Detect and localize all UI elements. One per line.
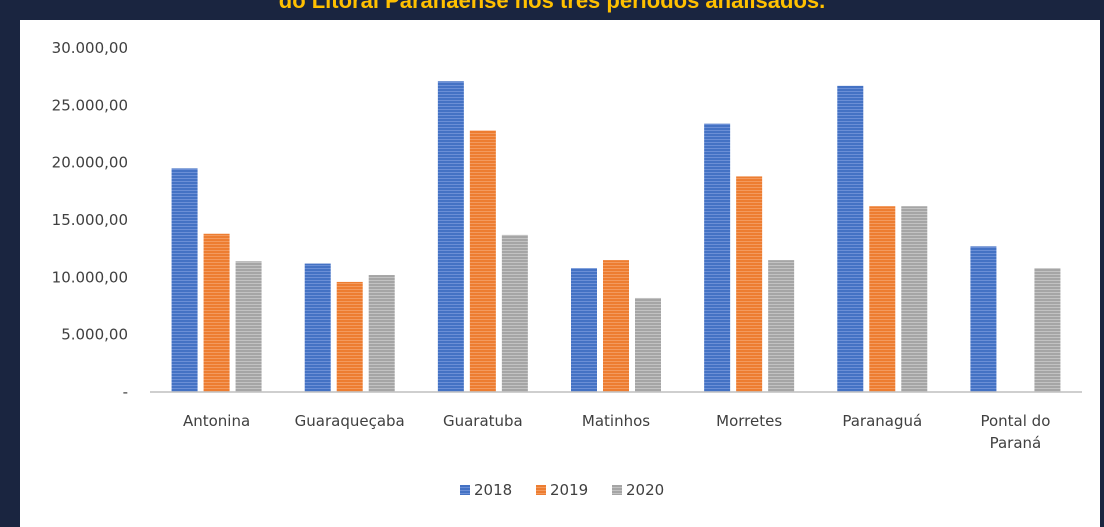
- legend-label: 2018: [474, 481, 512, 499]
- x-category-label: Guaraqueçaba: [295, 412, 405, 430]
- legend-swatch-2018: [460, 485, 470, 495]
- bar-2020-6: [1034, 268, 1061, 392]
- bar-2019-4: [736, 176, 763, 392]
- bars: [171, 81, 1061, 393]
- bar-2019-2: [469, 130, 496, 392]
- legend-swatch-2019: [536, 485, 546, 495]
- bar-chart: - 5.000,00 10.000,00 15.000,00 20.000,00 25.0…: [52, 39, 1082, 499]
- x-category-label: Pontal do Paraná: [980, 412, 1050, 452]
- chart-caption: do Litoral Paranaense nos três períodos …: [278, 0, 826, 13]
- bar-2019-3: [603, 260, 629, 392]
- bar-2020-5: [901, 206, 928, 392]
- bar-2019-1: [336, 281, 363, 392]
- y-tick-label: -: [123, 383, 128, 401]
- x-category-label: Guaratuba: [443, 412, 523, 430]
- bar-2018-6: [970, 246, 997, 392]
- y-tick-label: 5.000,00: [61, 326, 128, 344]
- x-category-label: Paranaguá: [842, 412, 922, 430]
- bar-2019-0: [203, 233, 230, 392]
- bar-2018-4: [704, 123, 731, 393]
- bar-2018-3: [571, 268, 597, 392]
- chart-panel: - 5.000,00 10.000,00 15.000,00 20.000,00 25.0…: [20, 20, 1100, 527]
- bar-2018-1: [304, 263, 331, 392]
- y-axis-ticks: - 5.000,00 10.000,00 15.000,00 20.000,00 25.0…: [52, 39, 128, 401]
- bar-2018-2: [437, 81, 464, 393]
- legend-label: 2019: [550, 481, 588, 499]
- legend-swatch-2020: [612, 485, 622, 495]
- x-axis-labels: Antonina Guaraqueçaba Guaratuba Matinhos Mor…: [183, 412, 1050, 452]
- bar-2020-2: [501, 234, 528, 392]
- y-tick-label: 30.000,00: [52, 39, 128, 57]
- y-tick-label: 10.000,00: [52, 268, 128, 286]
- y-tick-label: 25.000,00: [52, 96, 128, 114]
- bar-2018-5: [837, 85, 864, 392]
- legend: 2018 2019 2020: [460, 481, 664, 499]
- y-tick-label: 15.000,00: [52, 211, 128, 229]
- y-tick-label: 20.000,00: [52, 154, 128, 172]
- bar-2020-1: [368, 275, 395, 392]
- x-category-label: Matinhos: [582, 412, 650, 430]
- bar-2020-3: [635, 297, 661, 392]
- bar-2018-0: [171, 168, 198, 392]
- bar-2020-4: [768, 260, 795, 392]
- bar-2020-0: [235, 261, 262, 392]
- x-category-label: Morretes: [716, 412, 782, 430]
- bar-2019-5: [869, 206, 896, 392]
- legend-label: 2020: [626, 481, 664, 499]
- x-category-label: Antonina: [183, 412, 250, 430]
